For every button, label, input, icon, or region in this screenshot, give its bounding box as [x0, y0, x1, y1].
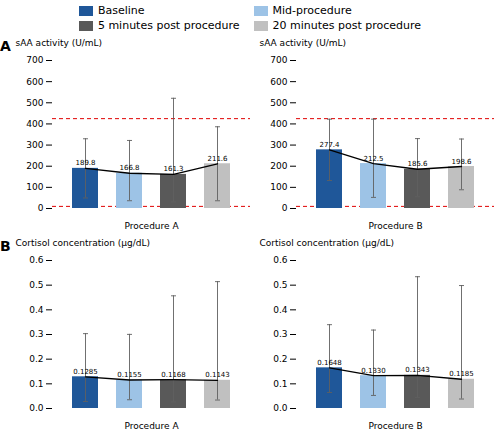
- svg-text:100: 100: [26, 182, 43, 192]
- svg-text:sAA activity (U/mL): sAA activity (U/mL): [260, 38, 347, 48]
- svg-text:0.6: 0.6: [273, 255, 288, 265]
- svg-text:0.1143: 0.1143: [205, 371, 230, 379]
- svg-text:185.6: 185.6: [407, 160, 428, 168]
- svg-text:Procedure B: Procedure B: [368, 421, 422, 431]
- svg-text:700: 700: [26, 55, 43, 65]
- svg-text:Cortisol concentration (μg/dL): Cortisol concentration (μg/dL): [260, 238, 395, 248]
- svg-text:300: 300: [26, 140, 43, 150]
- svg-text:Procedure A: Procedure A: [124, 221, 179, 231]
- svg-text:211.6: 211.6: [207, 155, 228, 163]
- svg-text:198.6: 198.6: [451, 158, 472, 166]
- svg-text:0.1185: 0.1185: [449, 370, 474, 378]
- svg-text:0.1: 0.1: [273, 379, 287, 389]
- html-text:A: A: [0, 38, 11, 54]
- svg-text:400: 400: [26, 119, 43, 129]
- svg-text:sAA activity (U/mL): sAA activity (U/mL): [16, 38, 103, 48]
- svg-text:189.8: 189.8: [75, 159, 95, 167]
- svg-text:Procedure B: Procedure B: [368, 221, 422, 231]
- svg-text:0.5: 0.5: [29, 280, 43, 290]
- svg-text:0.1343: 0.1343: [405, 366, 430, 374]
- svg-text:277.4: 277.4: [319, 141, 340, 149]
- svg-text:500: 500: [26, 98, 43, 108]
- svg-text:0.1330: 0.1330: [361, 367, 386, 375]
- svg-text:0.2: 0.2: [29, 354, 43, 364]
- svg-text:0.3: 0.3: [273, 329, 287, 339]
- svg-text:0.1: 0.1: [29, 379, 43, 389]
- svg-text:0.0: 0.0: [29, 403, 44, 413]
- html-text:B: B: [0, 238, 11, 254]
- svg-text:0.1155: 0.1155: [117, 371, 142, 379]
- svg-text:0.1168: 0.1168: [161, 371, 186, 379]
- svg-text:0.3: 0.3: [29, 329, 43, 339]
- html-text:Baseline: Baseline: [97, 4, 145, 17]
- svg-text:400: 400: [270, 119, 287, 129]
- svg-text:161.3: 161.3: [163, 165, 183, 173]
- svg-text:0.1285: 0.1285: [73, 368, 98, 376]
- svg-text:0.6: 0.6: [29, 255, 44, 265]
- svg-text:166.8: 166.8: [119, 164, 139, 172]
- svg-text:600: 600: [26, 77, 43, 87]
- svg-text:300: 300: [270, 140, 287, 150]
- svg-text:600: 600: [270, 77, 287, 87]
- svg-text:0.5: 0.5: [273, 280, 287, 290]
- svg-text:700: 700: [270, 55, 287, 65]
- svg-text:212.5: 212.5: [363, 155, 383, 163]
- svg-text:100: 100: [270, 182, 287, 192]
- svg-text:Procedure A: Procedure A: [124, 421, 179, 431]
- html-text:5 minutes post procedure: 5 minutes post procedure: [97, 19, 240, 32]
- svg-text:0.4: 0.4: [273, 305, 288, 315]
- svg-text:0.0: 0.0: [273, 403, 288, 413]
- svg-text:500: 500: [270, 98, 287, 108]
- html-text:20 minutes post procedure: 20 minutes post procedure: [272, 19, 422, 32]
- html-text:Mid-procedure: Mid-procedure: [272, 4, 352, 17]
- svg-text:0.2: 0.2: [273, 354, 287, 364]
- svg-text:200: 200: [26, 161, 43, 171]
- svg-text:Cortisol concentration (μg/dL): Cortisol concentration (μg/dL): [16, 238, 151, 248]
- svg-text:0.1648: 0.1648: [317, 359, 342, 367]
- svg-text:0: 0: [38, 203, 44, 213]
- svg-text:0: 0: [282, 203, 288, 213]
- svg-text:200: 200: [270, 161, 287, 171]
- svg-text:0.4: 0.4: [29, 305, 44, 315]
